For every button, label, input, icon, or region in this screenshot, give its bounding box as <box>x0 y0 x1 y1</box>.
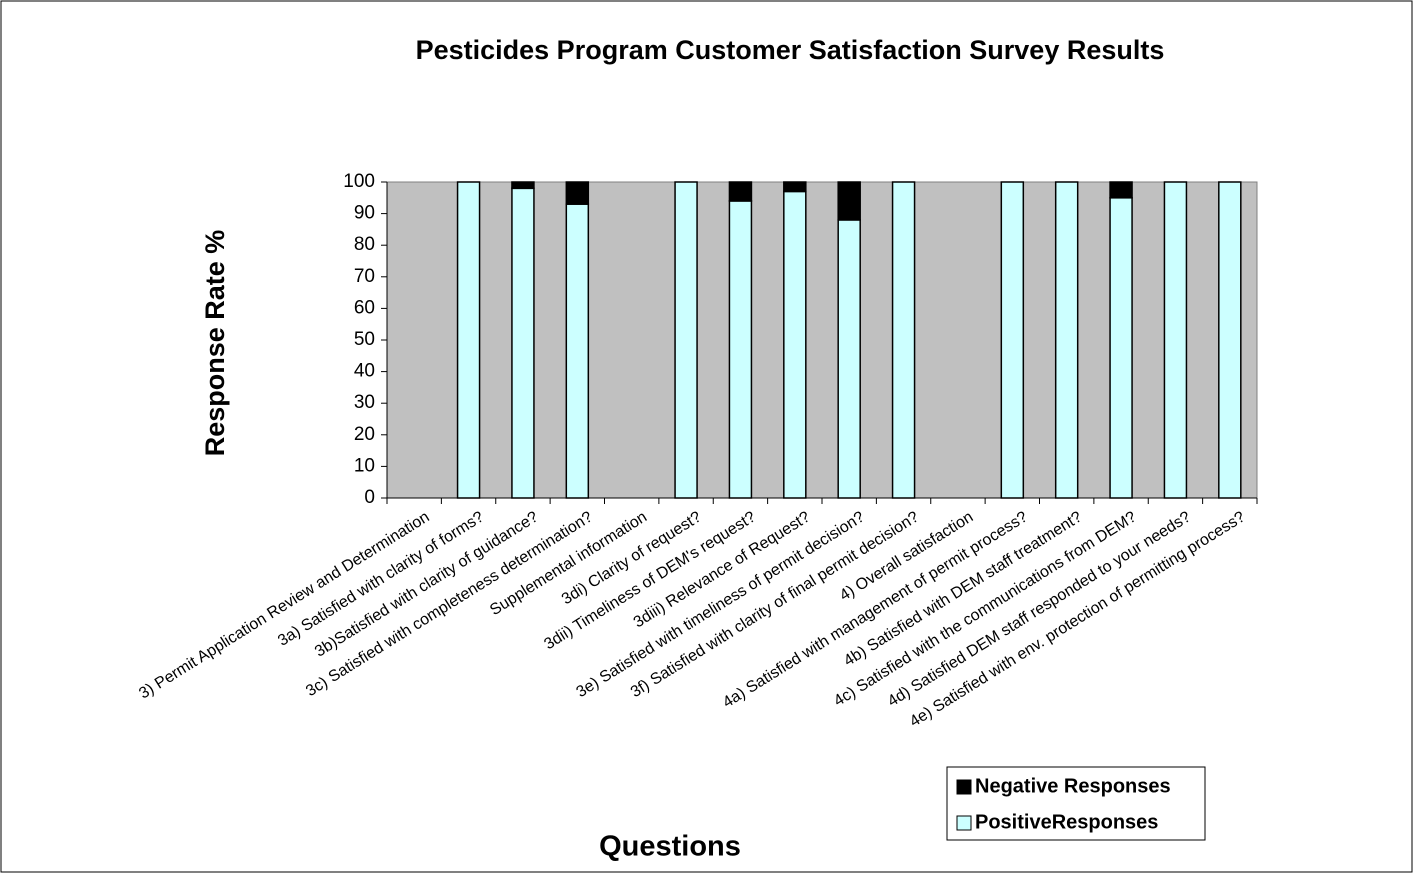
bar-segment <box>891 181 916 499</box>
bar-segment <box>1218 181 1242 499</box>
y-tick-label: 30 <box>354 392 375 413</box>
y-axis-label: Response Rate % <box>200 230 230 457</box>
bar-segment <box>837 219 861 499</box>
y-tick-label: 70 <box>354 266 375 287</box>
bar-segment <box>728 200 753 499</box>
legend-swatch <box>956 815 972 831</box>
legend-box <box>946 766 1206 841</box>
y-tick-label: 100 <box>343 171 375 192</box>
bar-segment <box>674 181 698 499</box>
bar-segment <box>565 181 590 205</box>
bar-segment <box>1163 181 1188 499</box>
bar-segment <box>783 190 807 499</box>
y-tick-label: 90 <box>354 203 375 224</box>
bar-segment <box>728 181 753 202</box>
bar-segment <box>456 181 481 499</box>
bar-segment <box>511 181 535 190</box>
y-tick-label: 50 <box>354 329 375 350</box>
chart-title: Pesticides Program Customer Satisfaction… <box>416 35 1165 65</box>
bar-segment <box>837 181 861 221</box>
y-tick-label: 10 <box>354 455 375 476</box>
legend-label: Negative Responses <box>975 775 1171 797</box>
bar-segment <box>511 187 535 499</box>
bar-segment <box>1109 181 1133 199</box>
bar-segment <box>1054 181 1079 499</box>
y-tick-label: 60 <box>354 297 375 318</box>
y-tick-label: 40 <box>354 361 375 382</box>
bar-segment <box>565 203 590 499</box>
x-axis-label: Questions <box>599 831 741 863</box>
bar-segment <box>783 181 807 193</box>
bar-segment <box>1000 181 1025 499</box>
y-tick-label: 80 <box>354 234 375 255</box>
bar-segment <box>1109 197 1133 499</box>
y-tick-label: 0 <box>364 487 375 508</box>
legend-swatch <box>956 779 972 795</box>
legend-label: PositiveResponses <box>975 811 1158 833</box>
y-tick-label: 20 <box>354 424 375 445</box>
